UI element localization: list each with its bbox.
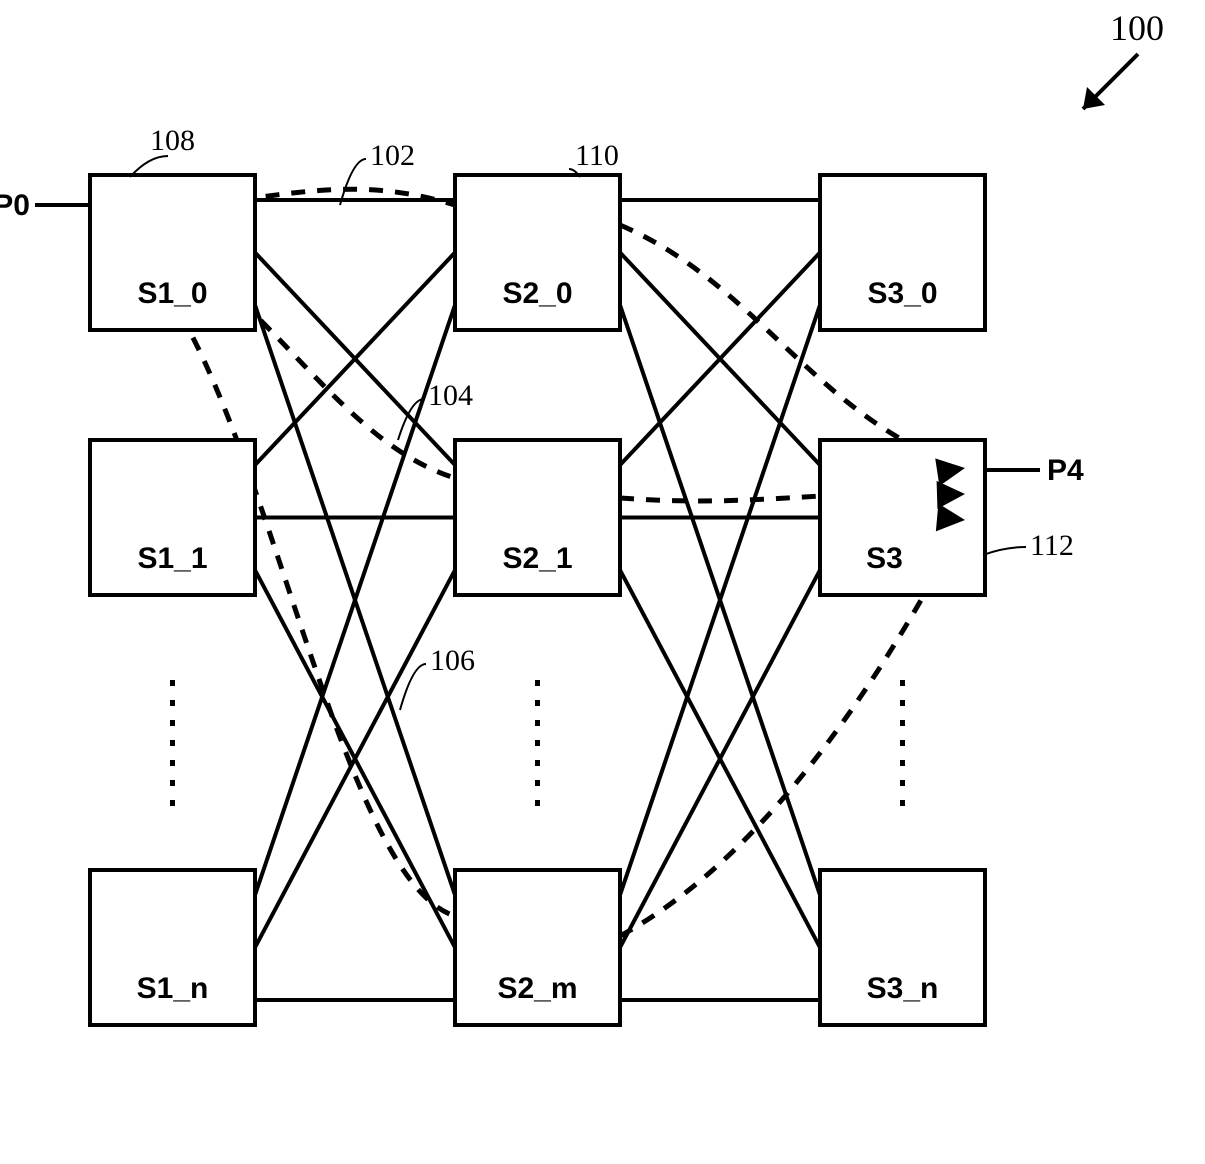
node-S2_m: S2_m [455,870,620,1025]
node-S3_1-label: S3 [866,542,903,575]
ref-label-108: 108 [150,124,195,157]
node-S1_0-label: S1_0 [137,277,207,310]
node-S2_0-label: S2_0 [502,277,572,310]
node-S2_0: S2_0 [455,175,620,330]
node-S1_n: S1_n [90,870,255,1025]
node-S1_0: S1_0 [90,175,255,330]
ref-label-104: 104 [428,379,473,412]
ref-leader-106 [400,664,426,710]
ref-label-102: 102 [370,139,415,172]
ref-label-112: 112 [1030,529,1074,562]
node-S2_m-label: S2_m [497,972,577,1005]
ref-leader-112 [983,547,1026,555]
node-S2_1-label: S2_1 [502,542,572,575]
node-S1_1-label: S1_1 [137,542,207,575]
ref-label-106: 106 [430,644,475,677]
node-S3_n-label: S3_n [867,972,939,1005]
port-P0-label: P0 [0,189,30,222]
port-P4-label: P4 [1047,454,1084,487]
node-S3_0-label: S3_0 [867,277,937,310]
node-S1_1: S1_1 [90,440,255,595]
ref-label-110: 110 [575,139,619,172]
node-S1_n-label: S1_n [137,972,209,1005]
node-S3_n: S3_n [820,870,985,1025]
figure-ref-label: 100 [1110,8,1164,48]
node-S3_0: S3_0 [820,175,985,330]
node-S2_1: S2_1 [455,440,620,595]
